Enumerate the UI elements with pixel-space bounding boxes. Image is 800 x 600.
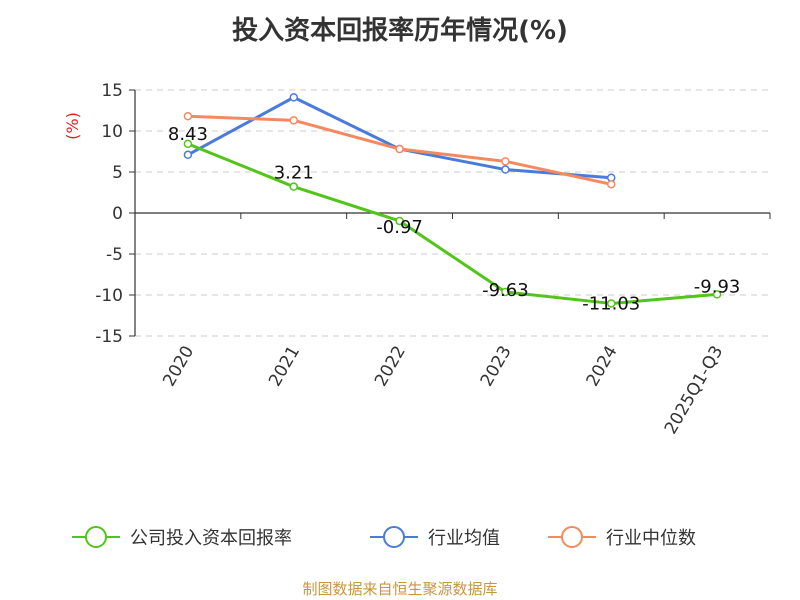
data-label: -11.03 <box>582 293 640 314</box>
x-tick-label: 2023 <box>477 343 516 390</box>
y-axis-unit-label: (%) <box>63 112 82 140</box>
x-tick-label: 2022 <box>371 343 410 390</box>
legend-marker <box>561 526 583 548</box>
y-tick-label: -10 <box>95 286 123 306</box>
series-line-1 <box>187 95 612 180</box>
data-point-2 <box>183 111 193 121</box>
source-note: 制图数据来自恒生聚源数据库 <box>302 580 498 598</box>
data-point-0 <box>395 216 404 226</box>
data-label: 8.43 <box>168 124 208 145</box>
legend-label: 公司投入资本回报率 <box>130 528 292 549</box>
data-point-1 <box>501 165 510 174</box>
y-tick-label: 10 <box>101 122 123 142</box>
x-tick-label: 2024 <box>583 343 622 390</box>
legend-marker <box>85 526 107 548</box>
data-point-2 <box>607 180 616 189</box>
data-point-0 <box>183 139 193 149</box>
x-tick-label: 2021 <box>265 343 304 390</box>
data-point-2 <box>501 157 510 166</box>
data-point-1 <box>183 150 193 160</box>
y-tick-label: 0 <box>112 204 123 224</box>
data-point-2 <box>395 144 404 154</box>
x-tick-label: 2025Q1-Q3 <box>661 343 728 438</box>
data-point-2 <box>289 116 298 125</box>
data-label: -9.93 <box>694 276 741 297</box>
legend-label: 行业均值 <box>428 528 500 549</box>
y-tick-label: 15 <box>101 81 123 101</box>
data-point-0 <box>712 290 722 299</box>
x-tick-label: 2020 <box>159 343 198 390</box>
data-point-0 <box>501 287 510 297</box>
series-line-0 <box>187 142 718 305</box>
y-tick-label: 5 <box>112 163 123 183</box>
data-label: -0.97 <box>376 217 423 238</box>
legend-marker <box>383 526 405 548</box>
legend-label: 行业中位数 <box>606 528 696 549</box>
data-label: -9.63 <box>482 280 529 301</box>
data-point-1 <box>289 93 298 102</box>
chart-title: 投入资本回报率历年情况(%) <box>232 16 568 46</box>
data-point-0 <box>607 299 616 308</box>
data-label: 3.21 <box>274 163 314 184</box>
y-tick-label: -5 <box>106 245 123 265</box>
data-point-0 <box>289 182 298 191</box>
y-tick-label: -15 <box>95 327 123 347</box>
